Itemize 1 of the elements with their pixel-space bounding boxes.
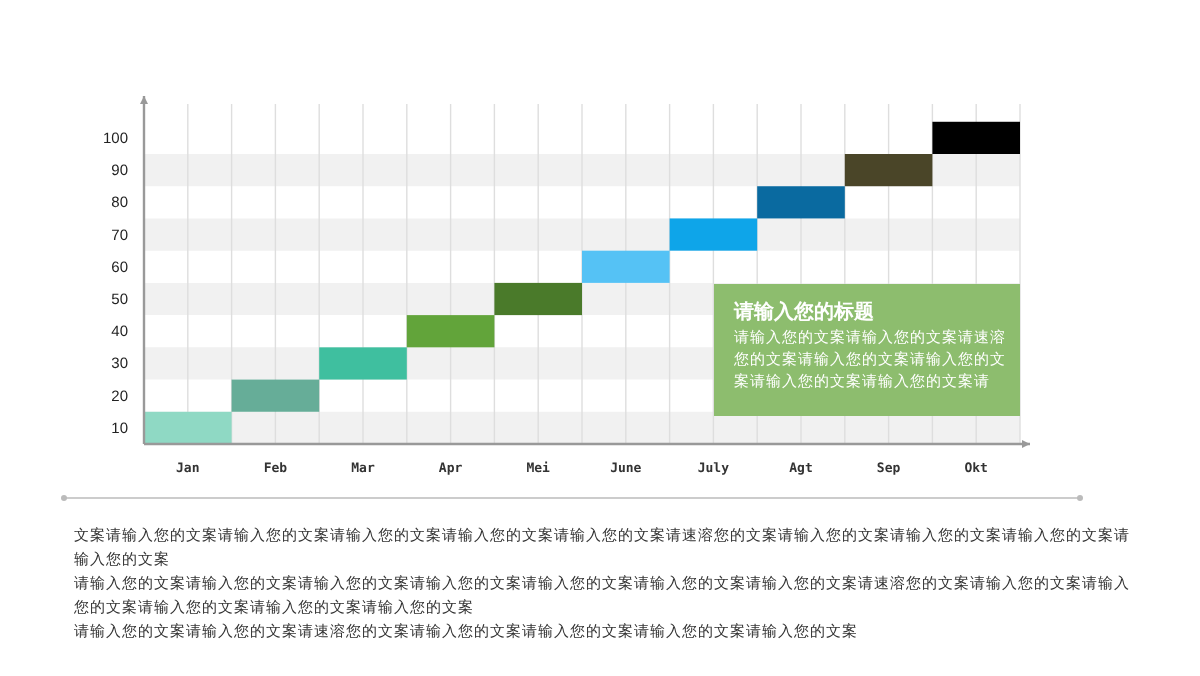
annotation: 请输入您的标题	[734, 300, 876, 326]
